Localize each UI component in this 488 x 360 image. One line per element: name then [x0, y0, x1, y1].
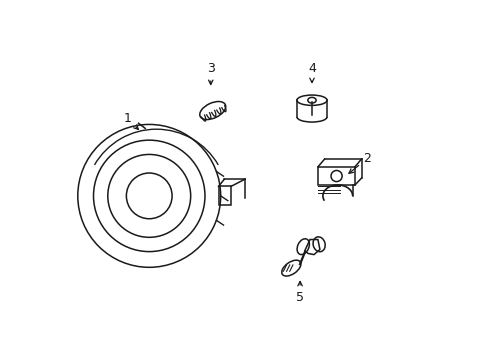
- Text: 3: 3: [206, 62, 214, 85]
- Text: 1: 1: [123, 112, 138, 129]
- Text: 5: 5: [295, 282, 304, 303]
- Text: 2: 2: [348, 152, 371, 174]
- Text: 4: 4: [307, 62, 315, 82]
